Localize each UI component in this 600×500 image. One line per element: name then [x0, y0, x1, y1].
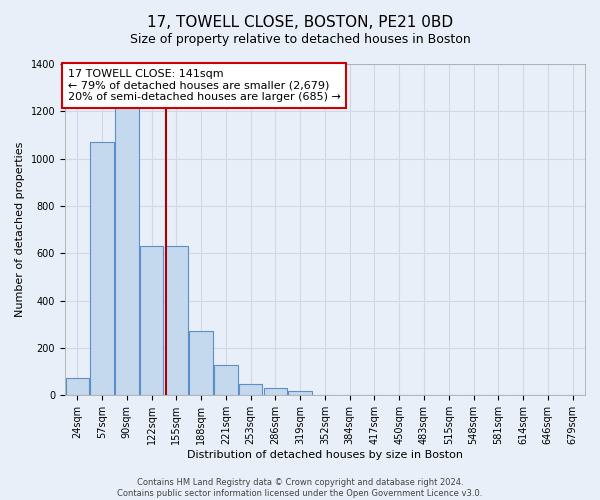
- Bar: [214, 364, 238, 396]
- Bar: [164, 246, 188, 396]
- Text: 17, TOWELL CLOSE, BOSTON, PE21 0BD: 17, TOWELL CLOSE, BOSTON, PE21 0BD: [147, 15, 453, 30]
- X-axis label: Distribution of detached houses by size in Boston: Distribution of detached houses by size …: [187, 450, 463, 460]
- Bar: [263, 388, 287, 396]
- Y-axis label: Number of detached properties: Number of detached properties: [15, 142, 25, 318]
- Bar: [289, 390, 312, 396]
- Bar: [190, 332, 213, 396]
- Bar: [140, 246, 163, 396]
- Text: Contains HM Land Registry data © Crown copyright and database right 2024.
Contai: Contains HM Land Registry data © Crown c…: [118, 478, 482, 498]
- Bar: [239, 384, 262, 396]
- Bar: [90, 142, 114, 396]
- Bar: [65, 378, 89, 396]
- Text: Size of property relative to detached houses in Boston: Size of property relative to detached ho…: [130, 32, 470, 46]
- Bar: [115, 104, 139, 396]
- Text: 17 TOWELL CLOSE: 141sqm
← 79% of detached houses are smaller (2,679)
20% of semi: 17 TOWELL CLOSE: 141sqm ← 79% of detache…: [68, 69, 340, 102]
